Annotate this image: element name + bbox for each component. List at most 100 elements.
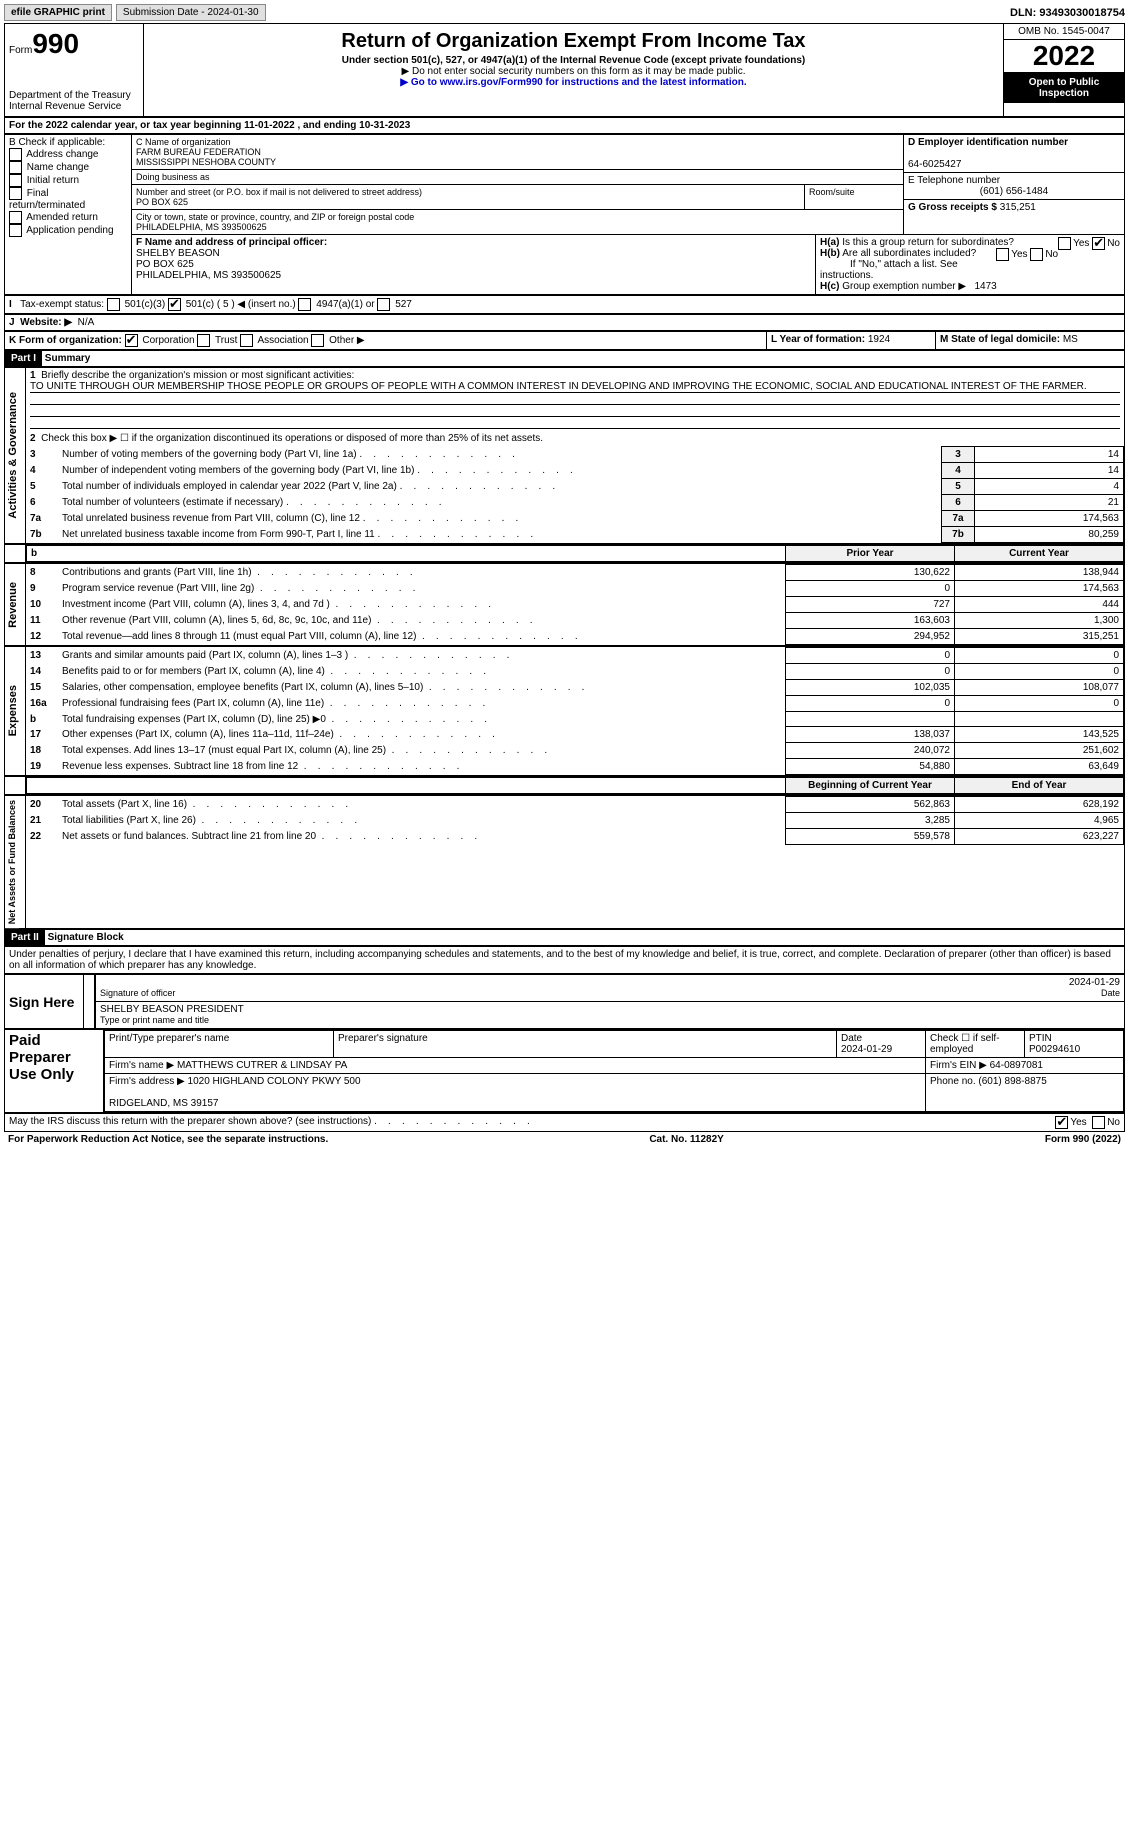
i-501c[interactable] xyxy=(168,298,181,311)
officer-name: SHELBY BEASON xyxy=(136,248,220,259)
irs-link[interactable]: ▶ Go to www.irs.gov/Form990 for instruct… xyxy=(400,77,746,88)
part2-label: Part II xyxy=(5,930,45,945)
city-state-zip: PHILADELPHIA, MS 393500625 xyxy=(136,222,267,232)
ha-no[interactable] xyxy=(1092,237,1105,250)
i-opt2: 4947(a)(1) or xyxy=(316,299,374,310)
k-opt3: Other ▶ xyxy=(329,335,364,346)
phone-value: (601) 656-1484 xyxy=(908,186,1120,197)
hb-no[interactable] xyxy=(1030,248,1043,261)
end-year-hdr: End of Year xyxy=(955,778,1124,794)
b-check[interactable] xyxy=(9,211,22,224)
side-revenue: Revenue xyxy=(5,578,21,632)
hc-value: 1473 xyxy=(974,281,996,292)
c-name-label: C Name of organization xyxy=(136,137,231,147)
begin-year-hdr: Beginning of Current Year xyxy=(786,778,955,794)
i-opt3: 527 xyxy=(395,299,412,310)
prior-year-hdr: Prior Year xyxy=(786,546,955,562)
i-opt0: 501(c)(3) xyxy=(125,299,166,310)
part2-title: Signature Block xyxy=(48,932,124,943)
prep-name-label: Print/Type preparer's name xyxy=(105,1031,334,1058)
officer-printed-name: SHELBY BEASON PRESIDENT xyxy=(100,1004,244,1015)
firm-addr-label: Firm's address ▶ xyxy=(109,1076,185,1087)
prep-sig-label: Preparer's signature xyxy=(334,1031,837,1058)
i-4947[interactable] xyxy=(298,298,311,311)
hb-yes[interactable] xyxy=(996,248,1009,261)
city-label: City or town, state or province, country… xyxy=(136,212,414,222)
f-label: F Name and address of principal officer: xyxy=(136,237,327,248)
discuss-no[interactable] xyxy=(1092,1116,1105,1129)
side-netassets: Net Assets or Fund Balances xyxy=(5,796,19,928)
hc-label: Group exemption number ▶ xyxy=(842,281,966,292)
side-expenses: Expenses xyxy=(5,681,21,740)
i-527[interactable] xyxy=(377,298,390,311)
submission-date: Submission Date - 2024-01-30 xyxy=(116,4,266,21)
public-inspection: Open to Public Inspection xyxy=(1004,73,1124,103)
form-number: 990 xyxy=(32,28,79,59)
hb-label: Are all subordinates included? xyxy=(842,248,976,259)
b-check[interactable] xyxy=(9,224,22,237)
firm-name-label: Firm's name ▶ xyxy=(109,1060,174,1071)
year-formation: 1924 xyxy=(868,334,890,345)
street-address: PO BOX 625 xyxy=(136,197,188,207)
ptin-label: PTIN xyxy=(1029,1033,1052,1044)
j-label: Website: ▶ xyxy=(20,317,72,328)
b-check[interactable] xyxy=(9,187,22,200)
footer-left: For Paperwork Reduction Act Notice, see … xyxy=(8,1134,328,1145)
discuss-yes[interactable] xyxy=(1055,1116,1068,1129)
room-suite: Room/suite xyxy=(804,185,903,209)
type-print-label: Type or print name and title xyxy=(100,1015,209,1025)
tax-year: 2022 xyxy=(1004,39,1124,73)
k-trust[interactable] xyxy=(197,334,210,347)
ha-yes[interactable] xyxy=(1058,237,1071,250)
dba-label: Doing business as xyxy=(132,170,903,185)
hb-note: If "No," attach a list. See instructions… xyxy=(820,259,958,281)
phone-label: E Telephone number xyxy=(908,175,1000,186)
form-subtitle: Under section 501(c), 527, or 4947(a)(1)… xyxy=(148,55,999,66)
sig-officer-label: Signature of officer xyxy=(100,988,175,998)
k-opt1: Trust xyxy=(215,335,237,346)
footer-cat: Cat. No. 11282Y xyxy=(649,1134,723,1145)
m-label: M State of legal domicile: xyxy=(940,334,1060,345)
k-assoc[interactable] xyxy=(240,334,253,347)
prep-date: 2024-01-29 xyxy=(841,1044,892,1055)
website: N/A xyxy=(78,317,95,328)
dln: DLN: 93493030018754 xyxy=(1010,7,1125,19)
k-label: K Form of organization: xyxy=(9,335,122,346)
b-check[interactable] xyxy=(9,174,22,187)
mission-text: TO UNITE THROUGH OUR MEMBERSHIP THOSE PE… xyxy=(30,381,1120,393)
i-label: Tax-exempt status: xyxy=(20,299,104,310)
part1-title: Summary xyxy=(45,353,91,364)
state-domicile: MS xyxy=(1063,334,1078,345)
discuss-label: May the IRS discuss this return with the… xyxy=(9,1116,371,1129)
firm-name: MATTHEWS CUTRER & LINDSAY PA xyxy=(177,1060,347,1071)
ha-label: Is this a group return for subordinates? xyxy=(842,237,1014,248)
k-opt2: Association xyxy=(257,335,308,346)
i-opt1: 501(c) ( 5 ) ◀ (insert no.) xyxy=(186,299,296,310)
officer-city: PHILADELPHIA, MS 393500625 xyxy=(136,270,281,281)
prep-date-label: Date xyxy=(841,1033,862,1044)
dept-treasury: Department of the Treasury Internal Reve… xyxy=(9,90,139,112)
firm-phone-label: Phone no. xyxy=(930,1076,976,1087)
side-activities: Activities & Governance xyxy=(5,388,21,523)
k-opt0: Corporation xyxy=(142,335,194,346)
b-check[interactable] xyxy=(9,161,22,174)
sign-here-label: Sign Here xyxy=(5,975,84,1028)
declaration: Under penalties of perjury, I declare th… xyxy=(4,946,1125,974)
form-label: Form xyxy=(9,45,32,56)
k-corp[interactable] xyxy=(125,334,138,347)
self-employed: Check ☐ if self-employed xyxy=(926,1031,1025,1058)
ein-value: 64-6025427 xyxy=(908,159,961,170)
i-501c3[interactable] xyxy=(107,298,120,311)
omb-number: OMB No. 1545-0047 xyxy=(1004,24,1124,39)
l2-text: Check this box ▶ ☐ if the organization d… xyxy=(41,433,543,444)
l1-label: Briefly describe the organization's miss… xyxy=(41,370,354,381)
k-other[interactable] xyxy=(311,334,324,347)
firm-ein-label: Firm's EIN ▶ xyxy=(930,1060,987,1071)
efile-btn[interactable]: efile GRAPHIC print xyxy=(4,4,112,21)
firm-phone: (601) 898-8875 xyxy=(978,1076,1046,1087)
gross-receipts: 315,251 xyxy=(1000,202,1036,213)
gross-receipts-label: G Gross receipts $ xyxy=(908,202,997,213)
b-check[interactable] xyxy=(9,148,22,161)
ein-label: D Employer identification number xyxy=(908,137,1068,148)
org-name: FARM BUREAU FEDERATION MISSISSIPPI NESHO… xyxy=(136,147,276,167)
